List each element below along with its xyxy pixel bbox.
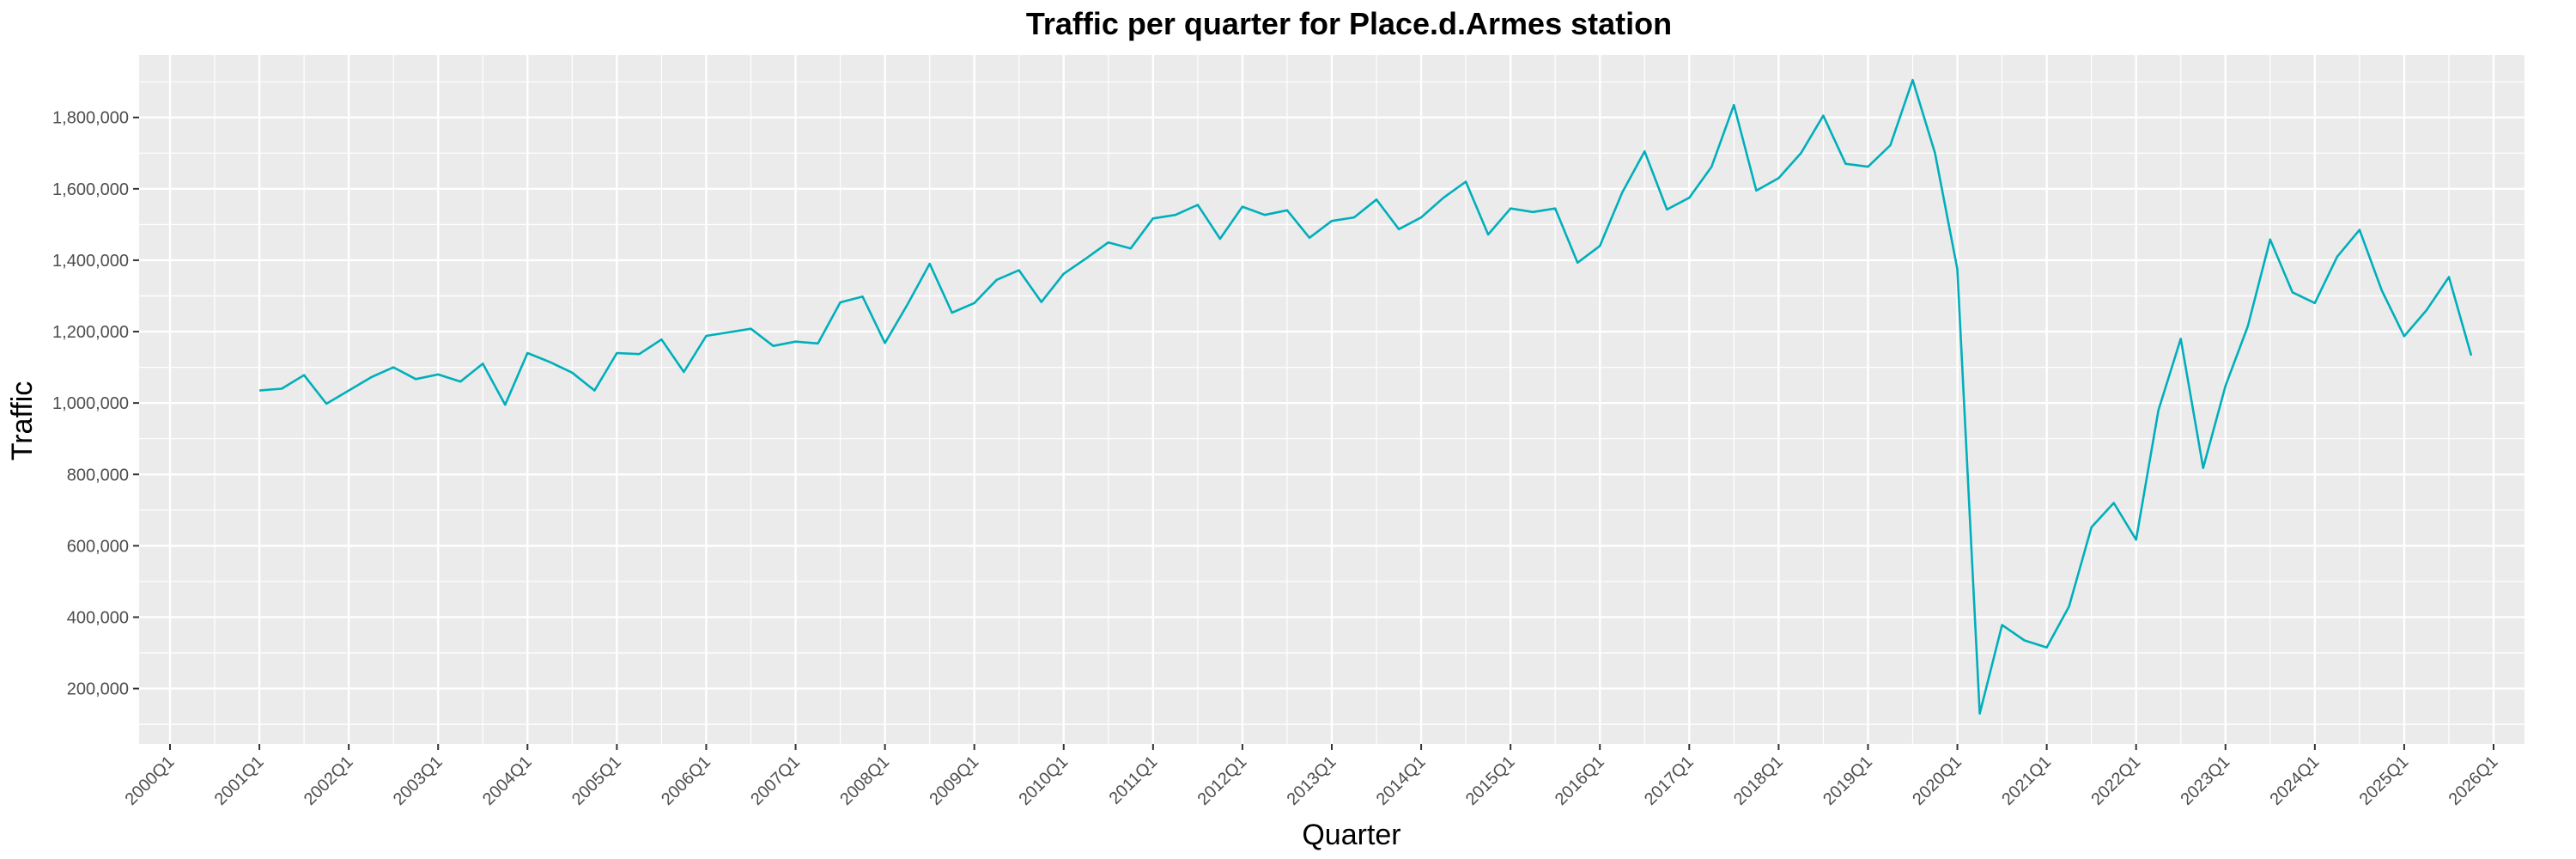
x-tick-label: 2008Q1	[836, 752, 893, 809]
x-tick-label: 2024Q1	[2266, 752, 2323, 809]
y-tick-label: 200,000	[67, 680, 129, 699]
x-tick-label: 2016Q1	[1552, 752, 1608, 809]
y-axis-title: Traffic	[6, 381, 39, 461]
series-line-traffic	[258, 78, 2473, 716]
x-tick-label: 2006Q1	[658, 752, 714, 809]
x-axis: 2000Q1 2001Q1 2002Q1 2003Q1 2004Q1 2005Q1 2006…	[122, 744, 2502, 809]
y-tick-label: 1,600,000	[52, 180, 129, 199]
y-tick-label: 600,000	[67, 537, 129, 556]
x-tick-label: 2026Q1	[2445, 752, 2502, 809]
y-tick-label: 1,000,000	[52, 394, 129, 413]
x-tick-label: 2013Q1	[1284, 752, 1340, 809]
y-tick-label: 1,200,000	[52, 323, 129, 342]
series-traffic	[258, 78, 2473, 716]
x-tick-label: 2001Q1	[211, 752, 268, 809]
x-tick-label: 2023Q1	[2177, 752, 2233, 809]
x-tick-label: 2012Q1	[1194, 752, 1251, 809]
x-tick-label: 2002Q1	[301, 752, 357, 809]
x-tick-label: 2020Q1	[1909, 752, 1965, 809]
y-tick-label: 800,000	[67, 466, 129, 484]
chart-title: Traffic per quarter for Place.d.Armes st…	[1026, 6, 1672, 41]
x-tick-label: 2007Q1	[747, 752, 804, 809]
y-tick-label: 1,400,000	[52, 252, 129, 271]
x-tick-label: 2005Q1	[568, 752, 625, 809]
x-tick-label: 2010Q1	[1015, 752, 1072, 809]
x-tick-label: 2009Q1	[926, 752, 982, 809]
x-tick-label: 2021Q1	[1998, 752, 2055, 809]
major-gridlines	[139, 55, 2524, 744]
x-tick-label: 2015Q1	[1462, 752, 1519, 809]
x-tick-label: 2019Q1	[1820, 752, 1876, 809]
x-tick-label: 2018Q1	[1730, 752, 1787, 809]
y-tick-label: 1,800,000	[52, 109, 129, 128]
x-tick-label: 2022Q1	[2087, 752, 2144, 809]
y-tick-label: 400,000	[67, 608, 129, 627]
x-tick-label: 2014Q1	[1373, 752, 1430, 809]
x-tick-label: 2017Q1	[1641, 752, 1698, 809]
x-tick-label: 2004Q1	[479, 752, 536, 809]
x-tick-label: 2003Q1	[390, 752, 447, 809]
x-tick-label: 2025Q1	[2356, 752, 2413, 809]
x-tick-label: 2000Q1	[122, 752, 179, 809]
x-axis-title: Quarter	[1302, 819, 1400, 851]
y-axis: 200,000 400,000 600,000 800,000 1,000,000 1,2…	[52, 109, 139, 699]
x-tick-label: 2011Q1	[1106, 752, 1162, 808]
